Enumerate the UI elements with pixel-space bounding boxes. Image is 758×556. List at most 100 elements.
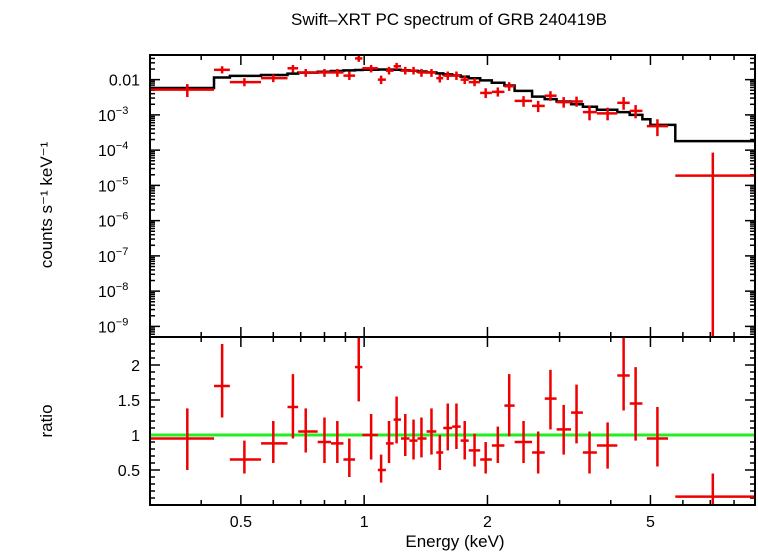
ratio-y-tick-label: 0.5 — [118, 463, 140, 480]
spectrum-data-point — [436, 74, 444, 83]
spectrum-data-point — [331, 69, 344, 77]
ratio-data-point — [504, 374, 515, 437]
spectrum-data-point — [571, 96, 583, 107]
spectrum-data-point — [400, 66, 410, 75]
ratio-data-point — [400, 414, 410, 456]
ratio-data-point — [150, 408, 215, 470]
spectrum-data-point — [317, 69, 332, 77]
chart-title: Swift–XRT PC spectrum of GRB 240419B — [291, 10, 607, 29]
ratio-data-point — [556, 404, 572, 455]
ratio-data-point — [362, 414, 378, 460]
ratio-data-point — [261, 421, 288, 463]
ratio-data-point — [514, 421, 533, 463]
spectrum-data-point — [617, 97, 630, 110]
spectrum-data-point — [150, 84, 215, 98]
ratio-data-point — [544, 369, 557, 430]
spectrum-data-point — [480, 88, 492, 99]
spectrum-data-point — [582, 105, 597, 121]
spectrum-y-tick-label: 10−4 — [98, 140, 128, 160]
spectrum-data-point — [675, 152, 755, 337]
ratio-data-point — [409, 419, 418, 460]
ratio-data-point — [377, 454, 386, 483]
ratio-data-point — [629, 367, 643, 441]
ratio-data-point — [571, 384, 583, 444]
spectrum-data-point — [468, 78, 481, 87]
spectrum-data-point — [377, 75, 386, 85]
spectrum-data-point — [452, 71, 461, 80]
spectrum-axis-ticks — [149, 54, 756, 338]
spectrum-data-point — [556, 97, 572, 108]
ratio-data-point — [582, 431, 597, 474]
spectrum-data-point — [504, 82, 515, 91]
spectrum-data-point — [355, 55, 363, 62]
spectrum-plot-frame — [149, 54, 756, 338]
energy-x-tick-label: 0.5 — [230, 514, 252, 531]
spectrum-data-point — [443, 71, 453, 80]
energy-x-tick-label: 1 — [360, 514, 369, 531]
spectrum-data-point — [261, 74, 288, 83]
ratio-data-point — [596, 422, 618, 469]
ratio-data-point — [355, 337, 363, 402]
ratio-data-point — [460, 421, 469, 460]
spectrum-data-point — [460, 75, 469, 85]
ratio-y-tick-labels: 0.5 1 1.5 2 — [118, 358, 140, 480]
spectrum-data-point — [417, 69, 427, 77]
spectrum-data-point — [385, 66, 394, 75]
ratio-data-point — [298, 408, 318, 453]
ratio-data-point — [343, 438, 356, 477]
energy-x-tick-label: 5 — [646, 514, 655, 531]
energy-x-axis-label: Energy (keV) — [405, 532, 504, 551]
ratio-data-point — [452, 403, 461, 449]
ratio-data-point — [646, 407, 669, 467]
spectrum-y-tick-label: 10−7 — [98, 246, 128, 266]
spectrum-data-point — [514, 96, 533, 107]
spectrum-data-point — [544, 91, 557, 101]
spectrum-data-point — [491, 87, 505, 97]
ratio-data-point — [229, 440, 262, 474]
spectrum-data-point — [287, 65, 299, 73]
ratio-panel: 0.5 1 1.5 2 0.5 1 2 5 ratio Energy (keV) — [37, 336, 756, 551]
ratio-data-point — [675, 473, 755, 505]
spectrum-data-point — [629, 105, 643, 119]
energy-x-tick-labels: 0.5 1 2 5 — [230, 514, 655, 531]
spectrum-panel: 0.01 10−3 10−4 10−5 10−6 10−7 10−8 10−9 counts … — [37, 54, 756, 338]
spectrum-data-point — [229, 78, 262, 87]
ratio-y-tick-label: 2 — [131, 358, 140, 375]
ratio-data-point — [436, 435, 444, 470]
spectrum-data-point — [214, 66, 230, 74]
ratio-data-point — [443, 403, 453, 451]
spectrum-y-tick-label: 10−8 — [98, 281, 128, 301]
energy-x-tick-label: 2 — [483, 514, 492, 531]
ratio-data-point — [417, 417, 427, 458]
spectrum-data-point — [596, 107, 618, 121]
spectrum-y-tick-label: 0.01 — [109, 73, 140, 90]
spectrum-y-tick-labels: 0.01 10−3 10−4 10−5 10−6 10−7 10−8 10−9 — [98, 73, 140, 337]
ratio-data-point — [532, 431, 545, 474]
spectrum-data-point — [362, 65, 378, 73]
ratio-data-point — [617, 337, 630, 411]
spectrum-data-point — [298, 69, 318, 77]
ratio-data-point — [385, 421, 394, 463]
ratio-data-point — [214, 344, 230, 418]
ratio-data-point — [331, 421, 344, 463]
ratio-data-point — [317, 417, 332, 463]
ratio-data-point — [426, 408, 437, 455]
ratio-plot-frame — [149, 336, 756, 506]
ratio-y-tick-label: 1 — [131, 428, 140, 445]
spectrum-data-point — [343, 71, 356, 80]
model-step-curve — [150, 68, 755, 143]
spectrum-data-point — [646, 119, 669, 137]
ratio-data-point — [480, 442, 492, 474]
spectrum-y-tick-label: 10−3 — [98, 105, 128, 125]
ratio-axis-ticks — [149, 337, 756, 505]
spectrum-data-points — [150, 55, 755, 337]
spectrum-data-point — [393, 62, 401, 70]
ratio-data-points — [150, 337, 755, 505]
ratio-data-point — [468, 433, 481, 467]
ratio-y-tick-label: 1.5 — [118, 393, 140, 410]
spectrum-y-axis-label: counts s⁻¹ keV⁻¹ — [37, 141, 56, 268]
spectrum-data-point — [426, 69, 437, 77]
ratio-y-axis-label: ratio — [37, 404, 56, 437]
ratio-data-point — [491, 426, 505, 463]
